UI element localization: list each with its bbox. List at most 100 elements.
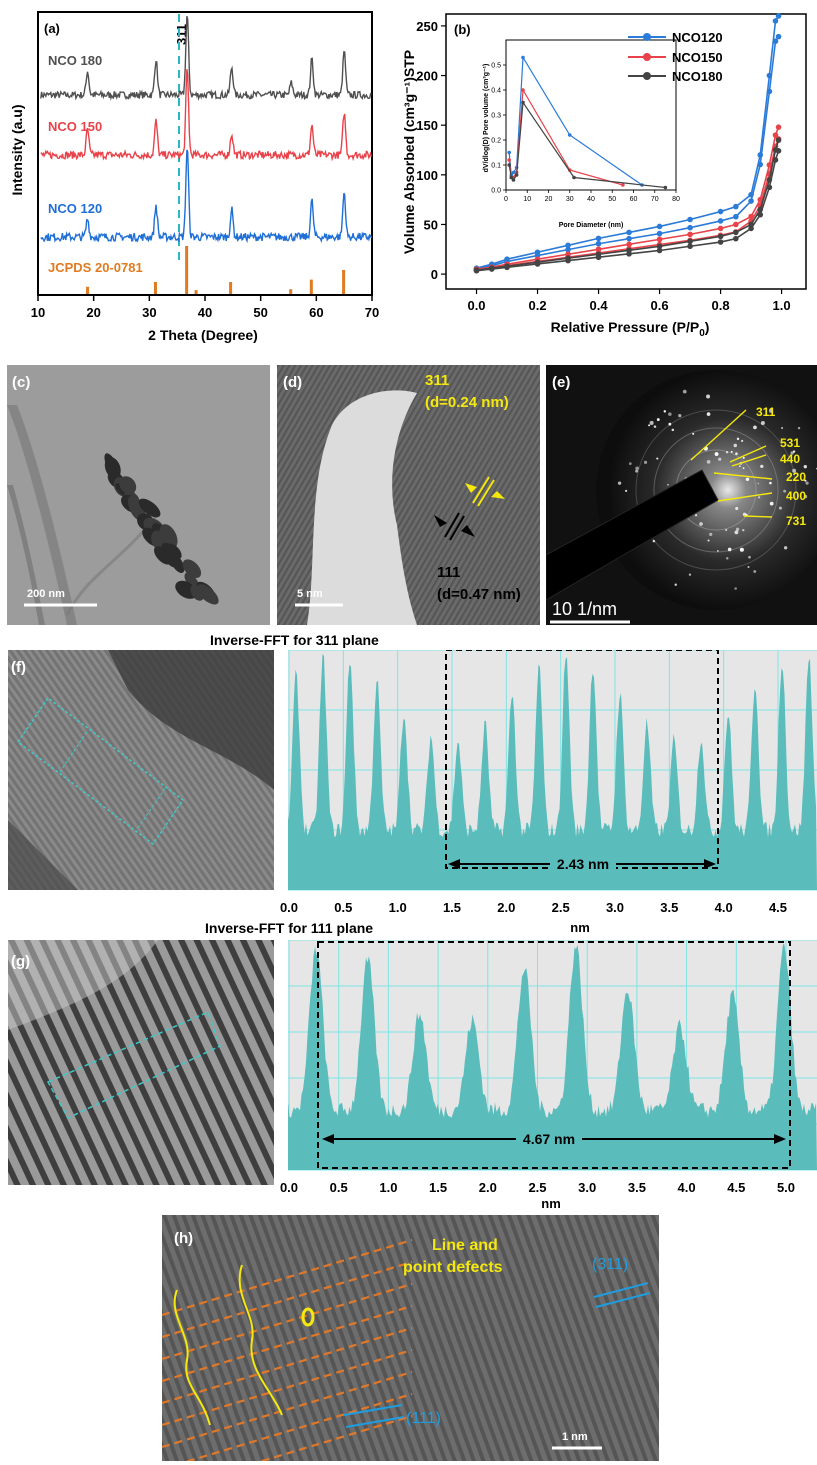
panel-a-label: (a)	[44, 21, 60, 36]
diffraction-spot	[624, 489, 628, 493]
diffraction-spot	[663, 410, 667, 413]
bet-xtick-label: 0.8	[712, 298, 730, 313]
diffraction-spot	[760, 421, 765, 426]
profile-g-distance-bg	[516, 1130, 582, 1148]
ifft-image-f: (f)	[8, 650, 274, 890]
lattice-trace-line	[162, 1370, 413, 1449]
bet-point	[626, 251, 632, 257]
bet-point	[772, 38, 779, 45]
diffraction-spot	[735, 506, 739, 510]
bet-xtick-label: 0.6	[651, 298, 669, 313]
diffraction-spot	[718, 457, 722, 461]
inset-point	[521, 100, 525, 105]
diffraction-spot	[699, 522, 703, 526]
bet-point	[656, 230, 663, 237]
diffraction-spot	[692, 432, 695, 435]
inset-point	[572, 175, 576, 180]
xrd-trace-nco-120	[40, 149, 373, 244]
diffraction-spot	[653, 425, 657, 428]
diffraction-spot	[805, 481, 809, 485]
xrd-peak-label: 311	[174, 24, 189, 45]
diffraction-spot	[714, 452, 719, 456]
profile-xtick-label: 1.5	[429, 1180, 447, 1195]
xrd-xtick-label: 50	[253, 305, 267, 320]
bet-xlabel-sub: 0	[699, 328, 705, 339]
bet-point	[687, 231, 693, 238]
plane-marker-111-a	[444, 512, 460, 538]
diffraction-spot	[735, 452, 738, 456]
bet-point	[656, 247, 663, 254]
inset-ytick-label: 0.2	[491, 138, 501, 145]
inset-xtick-label: 0	[504, 196, 508, 203]
legend-label-nco180: NCO180	[672, 69, 723, 84]
bet-ytick-label: 250	[416, 19, 438, 34]
bet-point	[775, 124, 782, 130]
saed-ring-2	[653, 427, 779, 553]
xrd-xtick-label: 60	[309, 305, 323, 320]
bet-point	[504, 264, 510, 271]
diffraction-spot	[635, 466, 639, 471]
diffraction-spot	[671, 428, 675, 432]
point-defect-marker	[301, 1307, 315, 1327]
diffraction-spot	[668, 422, 672, 426]
bet-point	[565, 246, 571, 253]
diffraction-spot	[804, 479, 807, 482]
inset-ytick-label: 0.1	[491, 163, 501, 170]
profile-g-intensity	[288, 944, 817, 1170]
legend-marker-nco150	[643, 53, 651, 61]
bet-isotherm-nco120-desorption	[476, 36, 780, 270]
profile-f-distance-bg	[550, 855, 616, 873]
bet-isotherm-nco150-adsorption	[476, 126, 780, 270]
inset-point	[521, 88, 525, 92]
hrtem-d-vacuum-region	[307, 390, 417, 625]
bet-point	[687, 216, 693, 223]
inset-point	[511, 178, 516, 182]
panel-h-label: (h)	[174, 1230, 193, 1247]
defect-label-line1: Line and	[432, 1237, 498, 1254]
plane-label-111: 111	[437, 564, 460, 581]
saed-ring-pointer	[731, 454, 767, 467]
profile-xtick-label: 4.5	[769, 900, 787, 915]
diffraction-spot	[649, 420, 654, 425]
bet-point	[656, 223, 663, 230]
profile-f-arrowhead-left	[448, 859, 460, 869]
saed-ring-pointer	[690, 409, 747, 461]
scale-label-c: 200 nm	[27, 588, 65, 600]
saed-ring-label-311: 311	[756, 405, 776, 419]
profile-xtick-label: 0.5	[334, 900, 352, 915]
bet-point	[733, 235, 739, 242]
xrd-label-jcpds: JCPDS 20-0781	[48, 260, 143, 275]
bet-point	[656, 243, 663, 250]
diffraction-spot	[803, 494, 808, 499]
bet-point	[687, 243, 693, 250]
bet-point	[626, 229, 632, 236]
bet-point	[717, 233, 724, 240]
profile-g-xlabel: nm	[541, 1196, 561, 1210]
ifft-f-box-divider-1	[59, 729, 89, 773]
inset-xtick-label: 40	[587, 196, 595, 203]
scale-label-h: 1 nm	[562, 1431, 588, 1443]
diffraction-spot	[674, 583, 677, 586]
inset-xtick-label: 60	[630, 196, 638, 203]
profile-xtick-label: 4.0	[715, 900, 733, 915]
bet-point	[717, 208, 724, 215]
panel-b-label: (b)	[454, 22, 471, 37]
ifft-111-title: Inverse-FFT for 111 plane	[205, 920, 374, 936]
diffraction-spot	[656, 418, 660, 421]
diffraction-spot	[797, 426, 801, 430]
panel-e-label: (e)	[552, 374, 570, 391]
bet-point	[534, 261, 541, 267]
saed-ring-label-440: 440	[780, 452, 800, 466]
bet-isotherm-nco180-adsorption	[476, 139, 780, 271]
bet-ytick-label: 150	[416, 118, 438, 133]
plane-marker-311-a	[472, 476, 490, 504]
hrtem-image-h: (h) Line and point defects (311) (111) 1…	[162, 1215, 659, 1461]
profile-xtick-label: 3.5	[660, 900, 678, 915]
lattice-trace-line	[162, 1238, 413, 1317]
bet-xtick-label: 0.0	[467, 298, 485, 313]
diffraction-spot	[717, 550, 719, 552]
bet-point	[733, 203, 739, 210]
bet-point	[687, 238, 693, 245]
profile-xtick-label: 0.0	[280, 900, 298, 915]
inset-xtick-label: 30	[566, 196, 574, 203]
